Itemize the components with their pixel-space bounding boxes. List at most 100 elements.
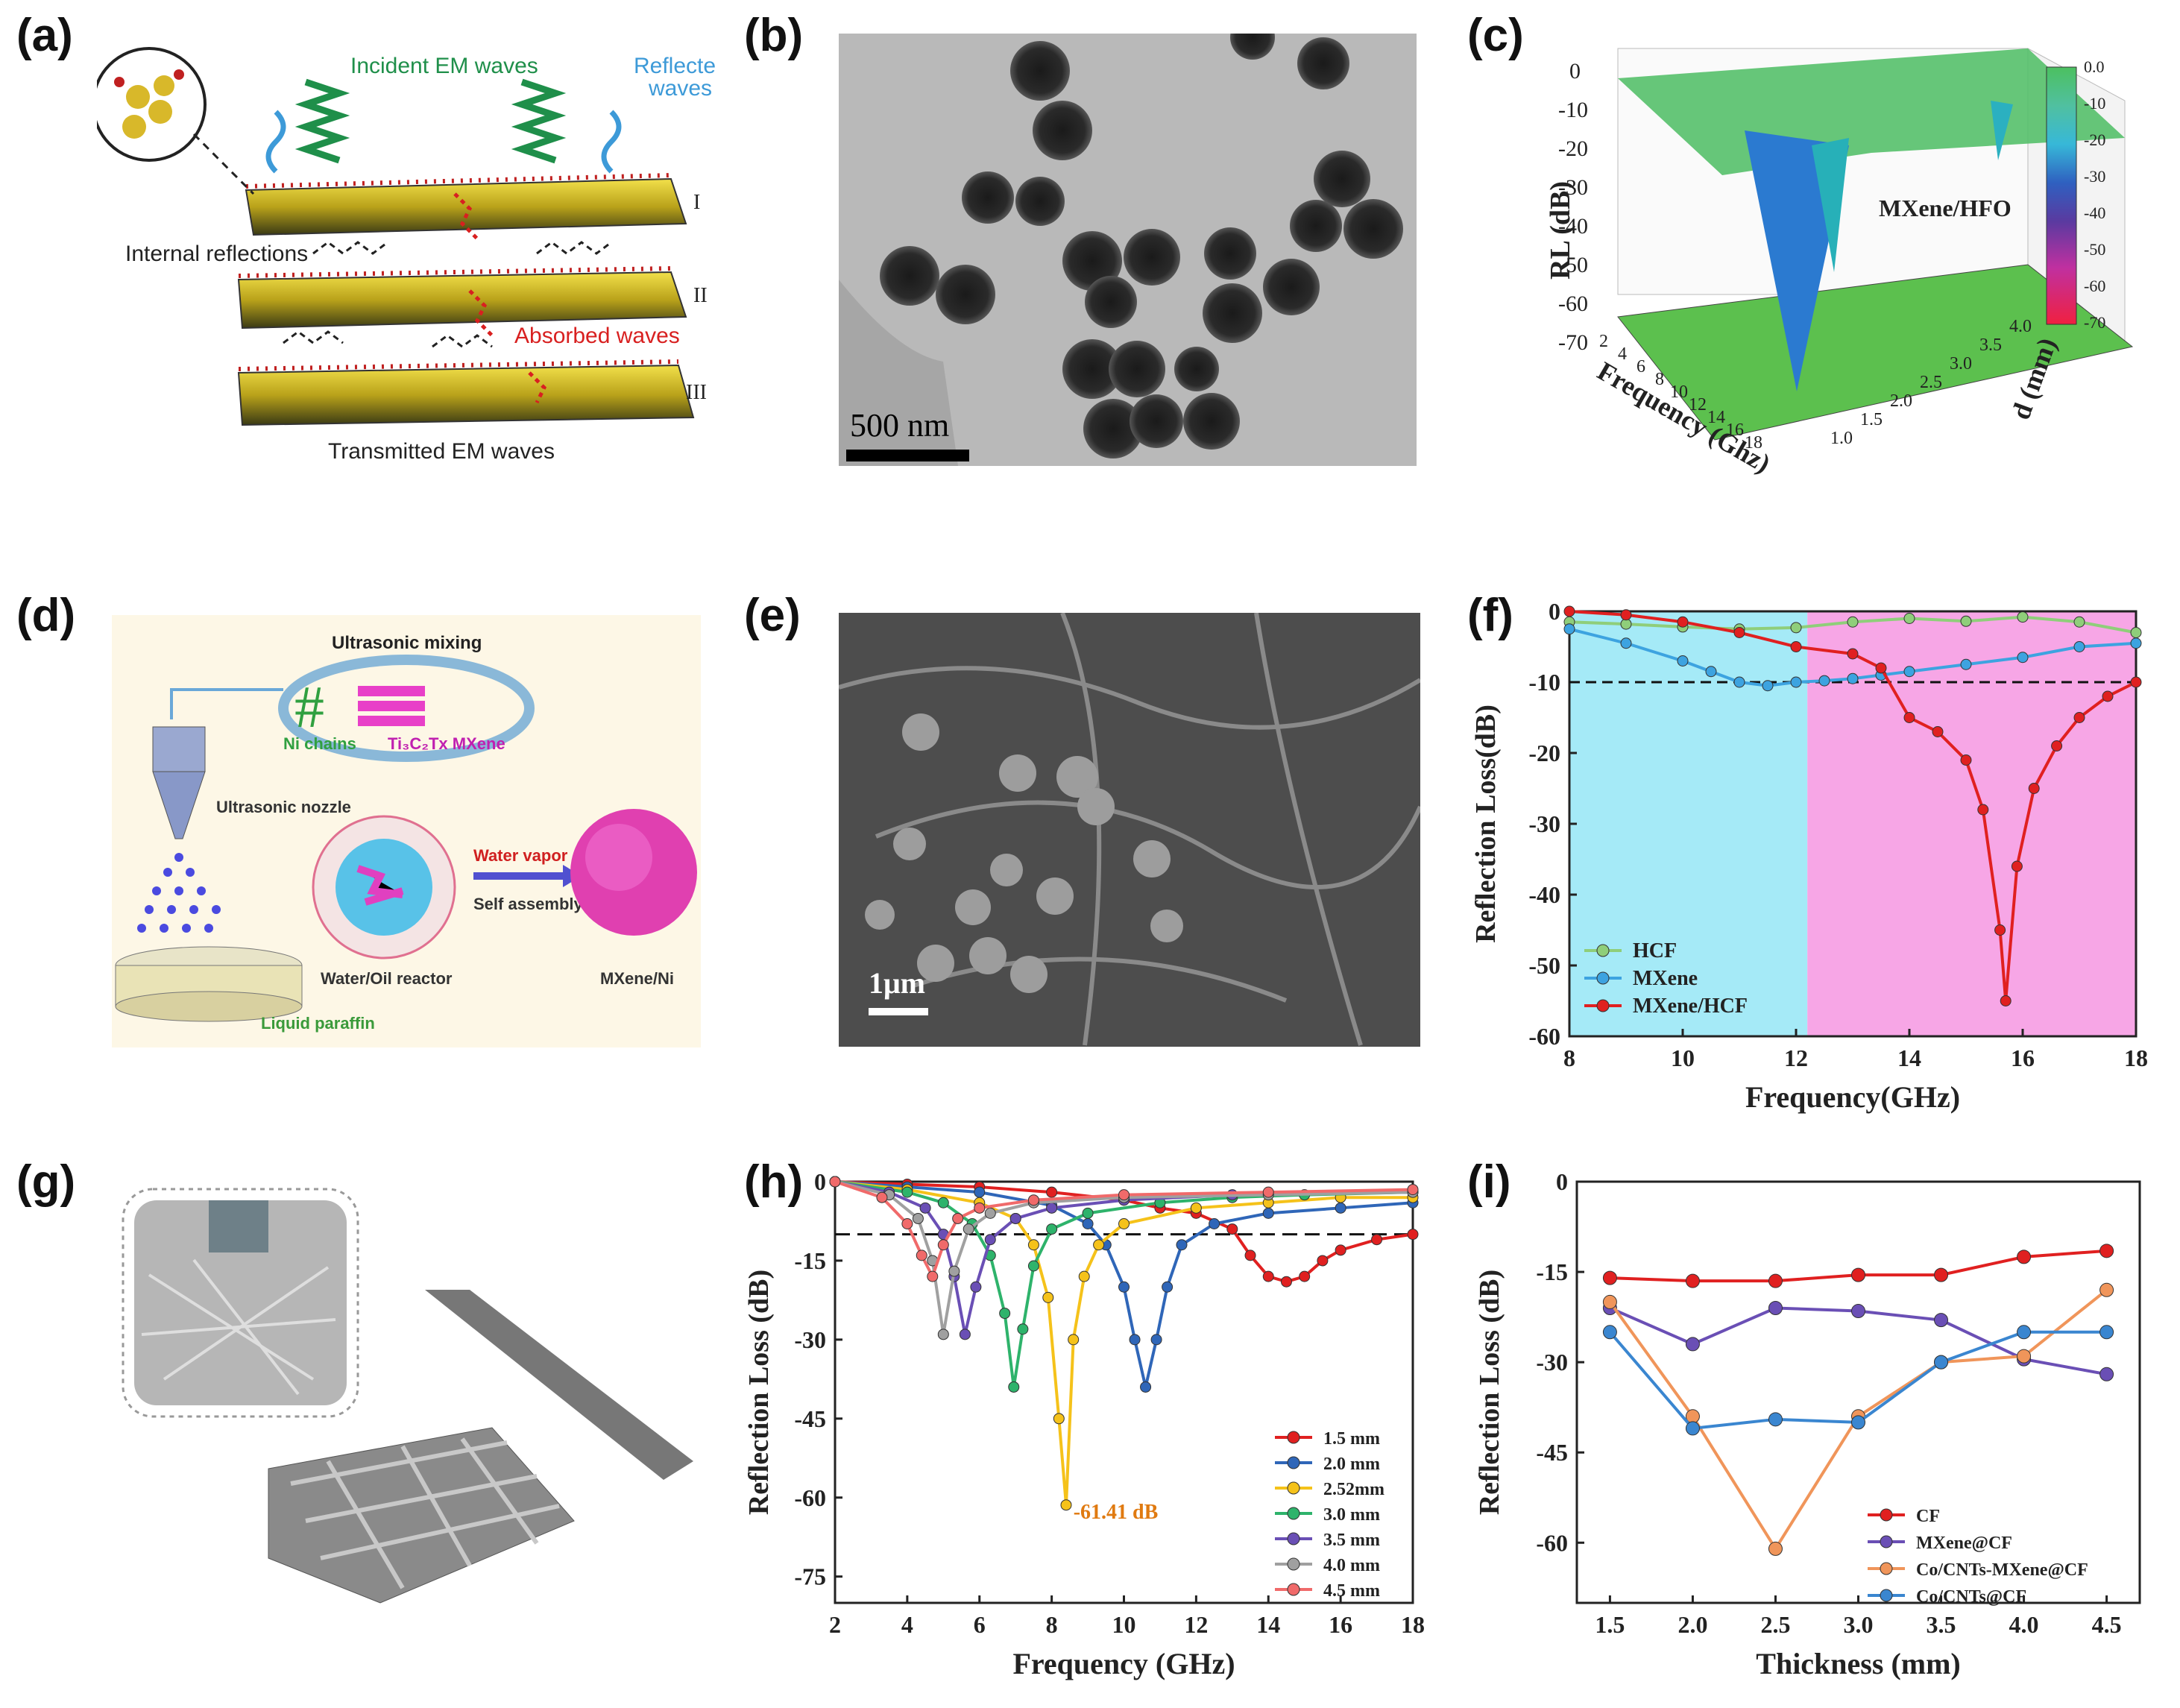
data-point (1407, 1229, 1419, 1241)
data-point (2017, 611, 2029, 623)
layer-label-3: III (686, 381, 707, 404)
svg-text:-50: -50 (2084, 240, 2105, 259)
series-line-0 (834, 1180, 1414, 1284)
data-point (1190, 1202, 1202, 1214)
data-point (1790, 622, 1802, 634)
svg-text:2.5: 2.5 (1920, 373, 1942, 392)
data-point (1960, 615, 1972, 627)
vapor-label: Water vapor (473, 846, 568, 865)
data-point (919, 1202, 931, 1214)
legend-swatch-marker (1596, 971, 1610, 985)
mxene-stack-icon (358, 686, 425, 726)
data-point (1118, 1281, 1130, 1293)
data-point (1046, 1202, 1058, 1214)
data-point (1082, 1207, 1094, 1219)
svg-text:-30: -30 (2084, 167, 2105, 186)
data-point (2073, 712, 2085, 723)
legend-swatch-marker (1596, 999, 1610, 1012)
svg-text:10: 10 (1670, 382, 1688, 402)
panel-label-e: (e) (744, 590, 801, 641)
y-tick-label: 0 (1556, 1168, 1568, 1195)
data-point (1620, 637, 1632, 649)
data-point (1129, 1334, 1141, 1346)
woven-fabric-icon (268, 1427, 575, 1604)
data-point (1903, 613, 1915, 624)
svg-text:-40: -40 (1558, 214, 1588, 239)
data-point (1008, 1381, 1020, 1393)
y-tick-label: -15 (1536, 1258, 1568, 1285)
data-point (1977, 804, 1989, 816)
data-point (2028, 783, 2040, 794)
data-point (901, 1186, 913, 1198)
svg-text:-10: -10 (1558, 98, 1588, 122)
legend-swatch-marker (1880, 1562, 1893, 1575)
nozzle-label: Ultrasonic nozzle (216, 798, 351, 816)
legend-swatch-marker (1287, 1557, 1300, 1571)
layer-label-2: II (693, 284, 708, 307)
data-point (1060, 1499, 1072, 1511)
data-point (1847, 616, 1859, 628)
data-point (1685, 1337, 1700, 1352)
data-point (1903, 666, 1915, 678)
panel-g-fabric-illustration (122, 1188, 693, 1604)
data-point (1768, 1412, 1783, 1427)
data-point (2051, 740, 2063, 751)
data-point (959, 1329, 971, 1340)
data-point (901, 1218, 913, 1229)
panel-c-3d-plot: 0 -10 -20 -30 -40 -50 -60 -70 RL (dB) MX… (1545, 48, 2134, 479)
data-point (1563, 623, 1575, 635)
y-tick-label: -50 (1528, 952, 1560, 979)
legend-entry: Co/CNTs@CF (1916, 1587, 2026, 1607)
data-point (1226, 1223, 1238, 1235)
legend-entry: Co/CNTs-MXene@CF (1916, 1560, 2088, 1580)
legend-swatch-marker (1287, 1583, 1300, 1596)
legend-entry: 3.0 mm (1323, 1505, 1380, 1525)
y-axis-label: Reflection Loss (dB) (1474, 1270, 1505, 1515)
legend-entry: 2.0 mm (1323, 1455, 1380, 1474)
svg-text:14: 14 (1707, 408, 1725, 427)
svg-text:-70: -70 (2084, 313, 2105, 332)
layer-1 (245, 173, 687, 236)
data-point (1262, 1186, 1274, 1198)
data-point (829, 1176, 841, 1188)
data-point (1017, 1323, 1029, 1335)
data-point (1118, 1218, 1130, 1229)
panel-label-f: (f) (1467, 590, 1513, 641)
data-point (912, 1212, 924, 1224)
legend-swatch-marker (1880, 1508, 1893, 1522)
data-point (2099, 1367, 2114, 1381)
y-tick-label: -40 (1528, 881, 1560, 908)
data-point (1280, 1276, 1292, 1288)
panel-label-c: (c) (1467, 10, 1524, 61)
svg-text:2: 2 (1599, 332, 1608, 351)
z-axis-ticks: 0 -10 -20 -30 -40 -50 -60 -70 (1558, 59, 1588, 355)
y-tick-label: -20 (1528, 740, 1560, 766)
data-point (1705, 666, 1717, 678)
data-point (1371, 1234, 1383, 1246)
data-point (1209, 1218, 1220, 1229)
data-point (916, 1250, 927, 1261)
layer-label-1: I (693, 191, 700, 214)
incident-label: Incident EM waves (350, 54, 538, 78)
data-point (2073, 641, 2085, 652)
data-point (1685, 1273, 1700, 1288)
data-point (2073, 616, 2085, 628)
c-annotation: MXene/HFO (1879, 195, 2012, 221)
panel-label-b: (b) (744, 10, 804, 61)
x-axis-label: Frequency (GHz) (1012, 1647, 1235, 1680)
data-point (1118, 1189, 1130, 1201)
x-tick-label: 14 (1256, 1611, 1280, 1638)
y-tick-label: -45 (794, 1405, 826, 1432)
svg-text:3.5: 3.5 (1979, 335, 2002, 355)
data-point (1934, 1267, 1949, 1282)
x-tick-label: 12 (1184, 1611, 1208, 1638)
data-point (974, 1186, 986, 1198)
droplet-zoom-icon (312, 815, 456, 959)
data-point (2099, 1282, 2114, 1297)
data-point (952, 1212, 964, 1224)
y-tick-label: -60 (1536, 1529, 1568, 1556)
legend-entry: 1.5 mm (1323, 1429, 1380, 1449)
data-point (2017, 1349, 2032, 1364)
data-point (2011, 860, 2023, 872)
x-axis-label: Frequency(GHz) (1745, 1080, 1960, 1114)
